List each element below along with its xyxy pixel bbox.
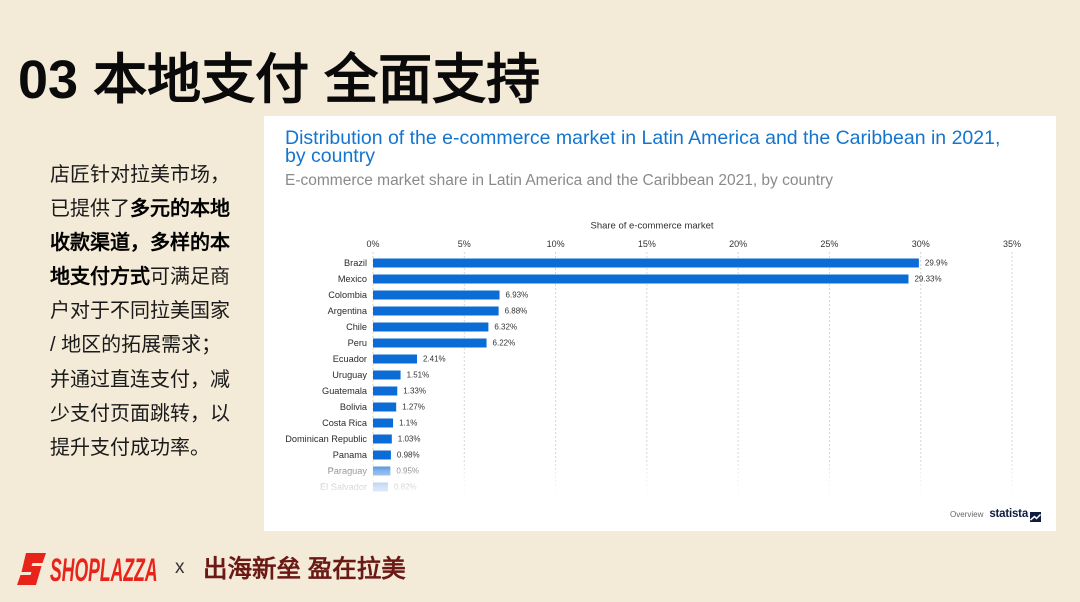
- x-tick-label: 25%: [820, 239, 838, 249]
- intro-text: 可满足商: [150, 266, 230, 289]
- bar: [373, 450, 391, 460]
- value-label: 29.9%: [925, 259, 948, 268]
- category-label: Uruguay: [332, 370, 367, 380]
- intro-text: / 地区的拓展需求；: [50, 334, 222, 357]
- intro-line: 收款渠道，多样的本: [50, 226, 230, 260]
- intro-text: 少支付页面跳转，以: [50, 402, 230, 425]
- intro-line: 地支付方式可满足商: [50, 260, 230, 294]
- intro-text: 已提供了: [50, 198, 130, 221]
- value-label: 6.93%: [506, 291, 529, 300]
- category-label: Mexico: [338, 274, 367, 284]
- category-label: Ecuador: [333, 354, 367, 364]
- category-label: Guatemala: [322, 386, 368, 396]
- category-label: Colombia: [328, 290, 368, 300]
- bar: [373, 290, 500, 300]
- x-axis-title: Share of e-commerce market: [590, 221, 713, 232]
- bar: [373, 338, 487, 348]
- statista-logo-icon: [1030, 509, 1042, 522]
- bar: [373, 370, 401, 380]
- category-label: Costa Rica: [322, 418, 368, 428]
- statista-chart-panel: Share of e-commerce market 0% 5% 10% 15% 20% 2…: [264, 116, 1056, 531]
- x-tick-label: 30%: [912, 239, 930, 249]
- chart-subtitle: E-commerce market share in Latin America…: [285, 172, 833, 189]
- x-tick-label: 10%: [547, 239, 565, 249]
- bar-chart: Share of e-commerce market 0% 5% 10% 15% 20% 2…: [264, 221, 1056, 504]
- slide-title: 03 本地支付 全面支持: [18, 50, 541, 110]
- x-tick-label: 20%: [729, 239, 747, 249]
- intro-line: 并通过直连支付，减: [50, 363, 230, 397]
- bar: [373, 306, 499, 316]
- intro-text: 户对于不同拉美国家: [50, 300, 230, 323]
- bar: [373, 402, 397, 412]
- intro-text: 并通过直连支付，减: [50, 368, 230, 391]
- category-label: Brazil: [344, 258, 367, 268]
- category-label: Panama: [333, 450, 368, 460]
- category-label: Chile: [346, 322, 367, 332]
- category-label: Dominican Republic: [285, 434, 367, 444]
- statista-attribution: Overview statista: [950, 507, 1042, 522]
- value-label: 1.51%: [407, 371, 430, 380]
- value-label: 6.32%: [494, 323, 517, 332]
- category-label: Argentina: [328, 306, 368, 316]
- intro-text: 提升支付成功率。: [50, 436, 210, 459]
- bar: [373, 258, 919, 268]
- value-label: 1.1%: [399, 419, 417, 428]
- intro-line: 提升支付成功率。: [50, 431, 230, 465]
- category-label: Peru: [348, 338, 367, 348]
- fade-overlay: [264, 460, 1056, 504]
- intro-line: / 地区的拓展需求；: [50, 328, 230, 362]
- x-tick-label: 15%: [638, 239, 656, 249]
- intro-line: 少支付页面跳转，以: [50, 397, 230, 431]
- intro-emphasis-text: 多元的本地: [130, 198, 230, 221]
- value-label: 0.98%: [397, 451, 420, 460]
- intro-emphasis-text: 收款渠道，多样的本: [50, 232, 230, 255]
- bar: [373, 418, 394, 428]
- x-tick-label: 35%: [1003, 239, 1021, 249]
- brand-name: SHOPLAZZA: [50, 552, 158, 588]
- intro-paragraph: 店匠针对拉美市场， 已提供了多元的本地 收款渠道，多样的本 地支付方式可满足商 户对于不…: [50, 158, 230, 465]
- shoplazza-logo-icon: [17, 552, 47, 586]
- statista-brand: statista: [989, 508, 1029, 520]
- value-label: 1.03%: [398, 435, 421, 444]
- overview-label: Overview: [950, 509, 984, 519]
- category-label: Bolivia: [340, 402, 368, 412]
- bar: [373, 274, 909, 284]
- chart-title: Distribution of the e-commerce market in…: [285, 127, 1001, 167]
- value-label: 29.33%: [914, 275, 941, 284]
- x-tick-label: 0%: [366, 239, 379, 249]
- x-tick-label: 5%: [458, 239, 471, 249]
- bar: [373, 322, 489, 332]
- value-label: 2.41%: [423, 355, 446, 364]
- bar: [373, 434, 392, 444]
- intro-line: 已提供了多元的本地: [50, 192, 230, 226]
- intro-line: 店匠针对拉美市场，: [50, 158, 230, 192]
- bar: [373, 354, 417, 364]
- value-label: 1.33%: [403, 387, 426, 396]
- intro-text: 店匠针对拉美市场，: [50, 164, 230, 186]
- intro-emphasis-text: 地支付方式: [50, 266, 150, 289]
- slogan: 出海新垒 盈在拉美: [203, 556, 406, 583]
- intro-line: 户对于不同拉美国家: [50, 294, 230, 328]
- collab-separator: x: [175, 557, 185, 578]
- value-label: 6.22%: [493, 339, 516, 348]
- value-label: 1.27%: [402, 403, 425, 412]
- value-label: 6.88%: [505, 307, 528, 316]
- bar: [373, 386, 398, 396]
